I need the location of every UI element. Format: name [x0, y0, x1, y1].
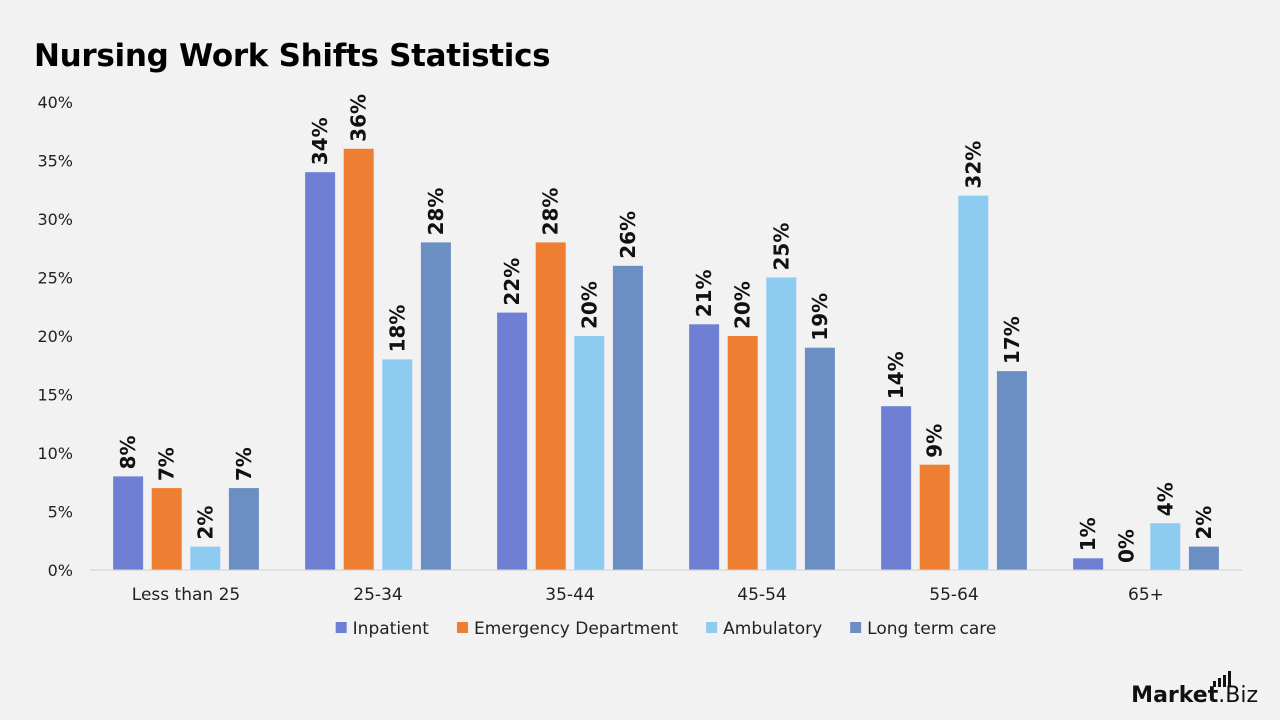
x-tick-label: 25-34	[353, 585, 402, 605]
bar	[804, 347, 835, 570]
bar	[228, 488, 259, 570]
data-label: 17%	[1000, 316, 1024, 364]
bar	[919, 464, 950, 570]
x-axis: Less than 25 25-34 35-44 45-54 55-64 65+	[90, 569, 1242, 605]
legend-label: Emergency Department	[474, 619, 678, 639]
data-label: 21%	[692, 269, 716, 317]
bar	[151, 488, 182, 570]
data-label: 32%	[961, 141, 985, 189]
y-axis: 0% 5% 10% 15% 20% 25% 30% 35% 40%	[37, 93, 73, 580]
legend-item: Long term care	[850, 619, 996, 639]
legend-item: Ambulatory	[706, 619, 822, 639]
data-label: 28%	[424, 188, 448, 236]
data-label: 28%	[539, 188, 563, 236]
brand-logo: Market.Biz	[1131, 671, 1258, 708]
bar	[1073, 558, 1104, 570]
bar	[535, 242, 566, 570]
data-label: 18%	[385, 305, 409, 353]
brand-name: Market	[1131, 683, 1219, 708]
legend-swatch	[706, 622, 718, 633]
bar	[996, 371, 1027, 570]
y-tick-label: 25%	[37, 269, 73, 288]
bar	[382, 359, 413, 570]
legend-swatch	[456, 622, 468, 633]
bar	[343, 148, 374, 571]
data-label: 0%	[1115, 529, 1139, 563]
x-tick-label: 55-64	[929, 585, 978, 605]
data-label: 22%	[500, 258, 524, 306]
chart-title: Nursing Work Shifts Statistics	[34, 38, 551, 74]
data-label: 4%	[1153, 482, 1177, 516]
y-tick-label: 15%	[37, 386, 73, 405]
data-label: 34%	[308, 117, 332, 165]
bar	[881, 406, 912, 570]
data-label: 7%	[155, 447, 179, 481]
data-label: 26%	[616, 211, 640, 259]
brand-suffix: .Biz	[1218, 683, 1258, 708]
y-tick-label: 0%	[48, 561, 73, 580]
legend-label: Inpatient	[353, 619, 430, 639]
bar	[1188, 546, 1219, 570]
bar	[958, 195, 989, 570]
data-label: 20%	[731, 281, 755, 329]
data-label: 1%	[1076, 517, 1100, 551]
bar	[190, 546, 221, 570]
bars	[113, 148, 1219, 571]
bar	[113, 476, 144, 570]
legend-label: Ambulatory	[723, 619, 822, 639]
y-tick-label: 5%	[48, 503, 73, 522]
data-label: 14%	[884, 351, 908, 399]
data-label: 25%	[769, 223, 793, 271]
y-tick-label: 20%	[37, 327, 73, 346]
data-label: 19%	[808, 293, 832, 341]
y-tick-label: 35%	[37, 152, 73, 171]
bar	[727, 336, 758, 570]
bar	[574, 336, 605, 570]
logo-bars-icon	[1213, 671, 1232, 687]
legend-swatch	[335, 622, 347, 633]
data-label: 7%	[232, 447, 256, 481]
data-label: 2%	[1192, 506, 1216, 540]
data-label: 20%	[577, 281, 601, 329]
bar	[612, 265, 643, 570]
bar	[766, 277, 797, 570]
y-tick-label: 30%	[37, 210, 73, 229]
x-tick-label: 35-44	[545, 585, 594, 605]
data-label: 2%	[193, 506, 217, 540]
legend-label: Long term care	[867, 619, 996, 639]
bar	[497, 312, 528, 570]
y-tick-label: 10%	[37, 444, 73, 463]
data-label: 8%	[116, 435, 140, 469]
bar	[689, 324, 720, 570]
legend: Inpatient Emergency Department Ambulatory L…	[335, 619, 996, 639]
x-tick-label: 65+	[1128, 585, 1164, 605]
data-labels: 8% 7% 2% 7% 34% 36% 18% 28% 22% 28% 20% 26% 21% 20% 25…	[116, 94, 1216, 563]
x-tick-label: 45-54	[737, 585, 786, 605]
data-label: 9%	[923, 424, 947, 458]
legend-swatch	[850, 622, 862, 633]
legend-item: Emergency Department	[456, 619, 678, 639]
data-label: 36%	[347, 94, 371, 142]
legend-item: Inpatient	[335, 619, 430, 639]
x-tick-label: Less than 25	[132, 585, 240, 605]
y-tick-label: 40%	[37, 93, 73, 112]
bar	[420, 242, 451, 570]
bar	[305, 172, 336, 570]
bar	[1150, 523, 1181, 570]
